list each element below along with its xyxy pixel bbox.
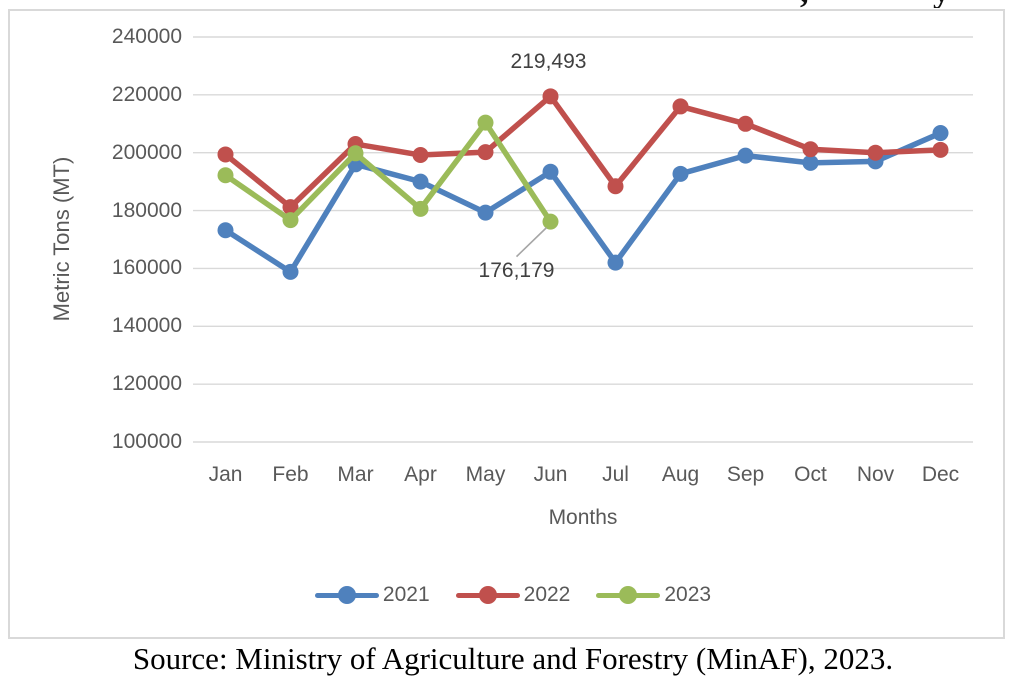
legend-label: 2023	[664, 583, 712, 606]
x-axis-tick-label: Mar	[337, 463, 374, 486]
data-label: 219,493	[510, 50, 587, 74]
series-marker-2021	[282, 263, 299, 280]
chart-frame	[8, 9, 1005, 639]
x-axis-tick-label: Oct	[794, 463, 827, 486]
series-marker-2022	[672, 98, 689, 115]
legend-marker-icon	[314, 586, 379, 604]
cropped-title-fragment-text: y	[933, 0, 950, 8]
x-axis-tick-label: Feb	[272, 463, 309, 486]
series-line-2021	[222, 130, 944, 275]
x-axis-tick-label: Jul	[602, 463, 629, 486]
series-marker-2023	[217, 167, 234, 184]
y-axis-tick-label: 220000	[111, 82, 182, 106]
x-axis-title: Months	[548, 506, 618, 529]
series-marker-2021	[932, 125, 949, 142]
y-axis-tick-label: 140000	[111, 314, 182, 338]
y-axis-tick-label: 120000	[111, 372, 182, 396]
series-marker-2022	[802, 141, 819, 158]
series-marker-2021	[737, 147, 754, 164]
series-marker-2021	[672, 165, 689, 182]
x-axis-tick-label: Sep	[726, 463, 765, 486]
x-axis-tick-label: Jan	[208, 463, 243, 486]
series-marker-2022	[737, 115, 754, 132]
series-marker-2021	[802, 154, 819, 171]
legend: 2021 2022 2023	[0, 583, 1026, 607]
series-marker-2022	[217, 146, 234, 163]
cropped-title-fragment: , y	[0, 0, 1026, 8]
x-axis-tick-label: Dec	[921, 463, 960, 486]
y-axis-tick-label: 240000	[111, 25, 182, 48]
x-axis-tick-label: Aug	[661, 463, 700, 486]
series-marker-2021	[607, 254, 624, 271]
series-marker-2022	[477, 144, 494, 161]
series-marker-2023	[477, 114, 494, 131]
series-marker-2021	[477, 204, 494, 221]
source-caption: Source: Ministry of Agriculture and Fore…	[132, 641, 894, 676]
series-marker-2021	[542, 163, 559, 180]
series-marker-2021	[412, 173, 429, 190]
y-axis-tick-label: 160000	[111, 256, 182, 280]
legend-label: 2021	[382, 583, 430, 606]
series-marker-2022	[412, 147, 429, 164]
series-marker-2023	[282, 212, 299, 229]
data-label: 176,179	[478, 258, 555, 282]
series-marker-2022	[607, 178, 624, 195]
legend-marker-icon	[596, 586, 661, 604]
legend-label: 2022	[523, 583, 571, 606]
x-axis-tick-label: May	[465, 463, 506, 486]
x-axis-tick-label: Jun	[533, 463, 568, 486]
cropped-title-fragment-text: ,	[800, 0, 809, 8]
series-marker-2023	[542, 213, 559, 230]
series-line-2023	[222, 119, 554, 225]
series-marker-2023	[412, 200, 429, 217]
y-axis-tick-label: 200000	[111, 140, 182, 164]
y-axis-tick-label: 100000	[111, 430, 182, 453]
data-label-leader-line	[515, 227, 548, 258]
legend-item-2022: 2022	[455, 583, 571, 607]
legend-item-2023: 2023	[596, 583, 711, 607]
series-marker-2022	[867, 144, 884, 161]
legend-marker-icon	[455, 586, 520, 604]
y-axis-tick-label: 180000	[111, 198, 182, 222]
legend-item-2021: 2021	[314, 583, 430, 607]
series-marker-2023	[347, 145, 364, 162]
series-marker-2022	[282, 199, 299, 216]
series-marker-2022	[932, 141, 949, 158]
x-axis-tick-label: Apr	[404, 463, 437, 486]
y-axis-title: Metric Tons (MT)	[49, 156, 74, 322]
series-marker-2021	[217, 222, 234, 239]
series-marker-2022	[542, 88, 559, 105]
series-line-2022	[222, 93, 944, 210]
x-axis-tick-label: Nov	[856, 463, 895, 486]
